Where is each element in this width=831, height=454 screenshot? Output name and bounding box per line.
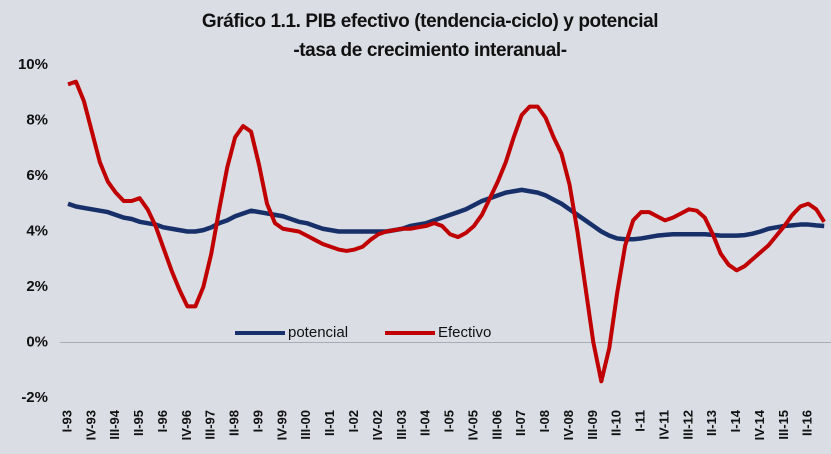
x-tick-label: III-03: [394, 410, 409, 440]
x-tick-label: II-07: [513, 410, 528, 436]
x-tick-label: IV-11: [656, 410, 671, 440]
x-tick-label: II-10: [609, 410, 624, 436]
x-tick-label: IV-05: [465, 410, 480, 440]
y-tick-label: -2%: [21, 389, 48, 406]
x-tick-label: I-08: [537, 410, 552, 432]
x-tick-label: II-95: [131, 410, 146, 436]
y-tick-label: 0%: [26, 333, 48, 350]
x-tick-label: I-93: [59, 410, 74, 432]
x-tick-label: II-98: [227, 410, 242, 436]
series-line: [67, 79, 826, 384]
x-tick-label: III-94: [107, 409, 122, 439]
x-tick-label: III-09: [585, 410, 600, 440]
legend-label: potencial: [288, 324, 348, 341]
chart-title: Gráfico 1.1. PIB efectivo (tendencia-cic…: [202, 11, 658, 32]
x-tick-label: III-06: [489, 410, 504, 440]
x-tick-label: IV-96: [179, 410, 194, 440]
x-tick-label: II-13: [704, 410, 719, 436]
y-tick-label: 8%: [26, 111, 48, 128]
x-tick-label: III-97: [203, 410, 218, 440]
chart-subtitle: -tasa de crecimiento interanual-: [293, 40, 566, 61]
x-tick-label: I-99: [250, 410, 265, 432]
x-tick-label: IV-08: [561, 410, 576, 440]
series-line: [67, 187, 825, 242]
x-tick-label: II-01: [322, 410, 337, 436]
x-tick-label: III-15: [776, 410, 791, 440]
y-tick-label: 6%: [26, 167, 48, 184]
x-tick-label: IV-02: [370, 410, 385, 440]
x-tick-label: I-11: [633, 410, 648, 432]
legend-label: Efectivo: [438, 324, 491, 341]
x-tick-label: III-00: [298, 410, 313, 440]
x-tick-label: I-14: [728, 409, 743, 432]
x-tick-label: I-96: [155, 410, 170, 432]
x-tick-label: IV-93: [83, 410, 98, 440]
x-tick-label: I-02: [346, 410, 361, 432]
y-tick-label: 2%: [26, 278, 48, 295]
x-tick-label: III-12: [680, 410, 695, 440]
x-tick-label: II-04: [418, 409, 433, 436]
x-tick-label: I-05: [442, 410, 457, 432]
x-tick-label: II-16: [800, 410, 815, 436]
x-tick-label: IV-14: [752, 409, 767, 440]
y-tick-label: 4%: [26, 222, 48, 239]
y-tick-label: 10%: [18, 56, 48, 73]
x-tick-label: IV-99: [274, 410, 289, 440]
